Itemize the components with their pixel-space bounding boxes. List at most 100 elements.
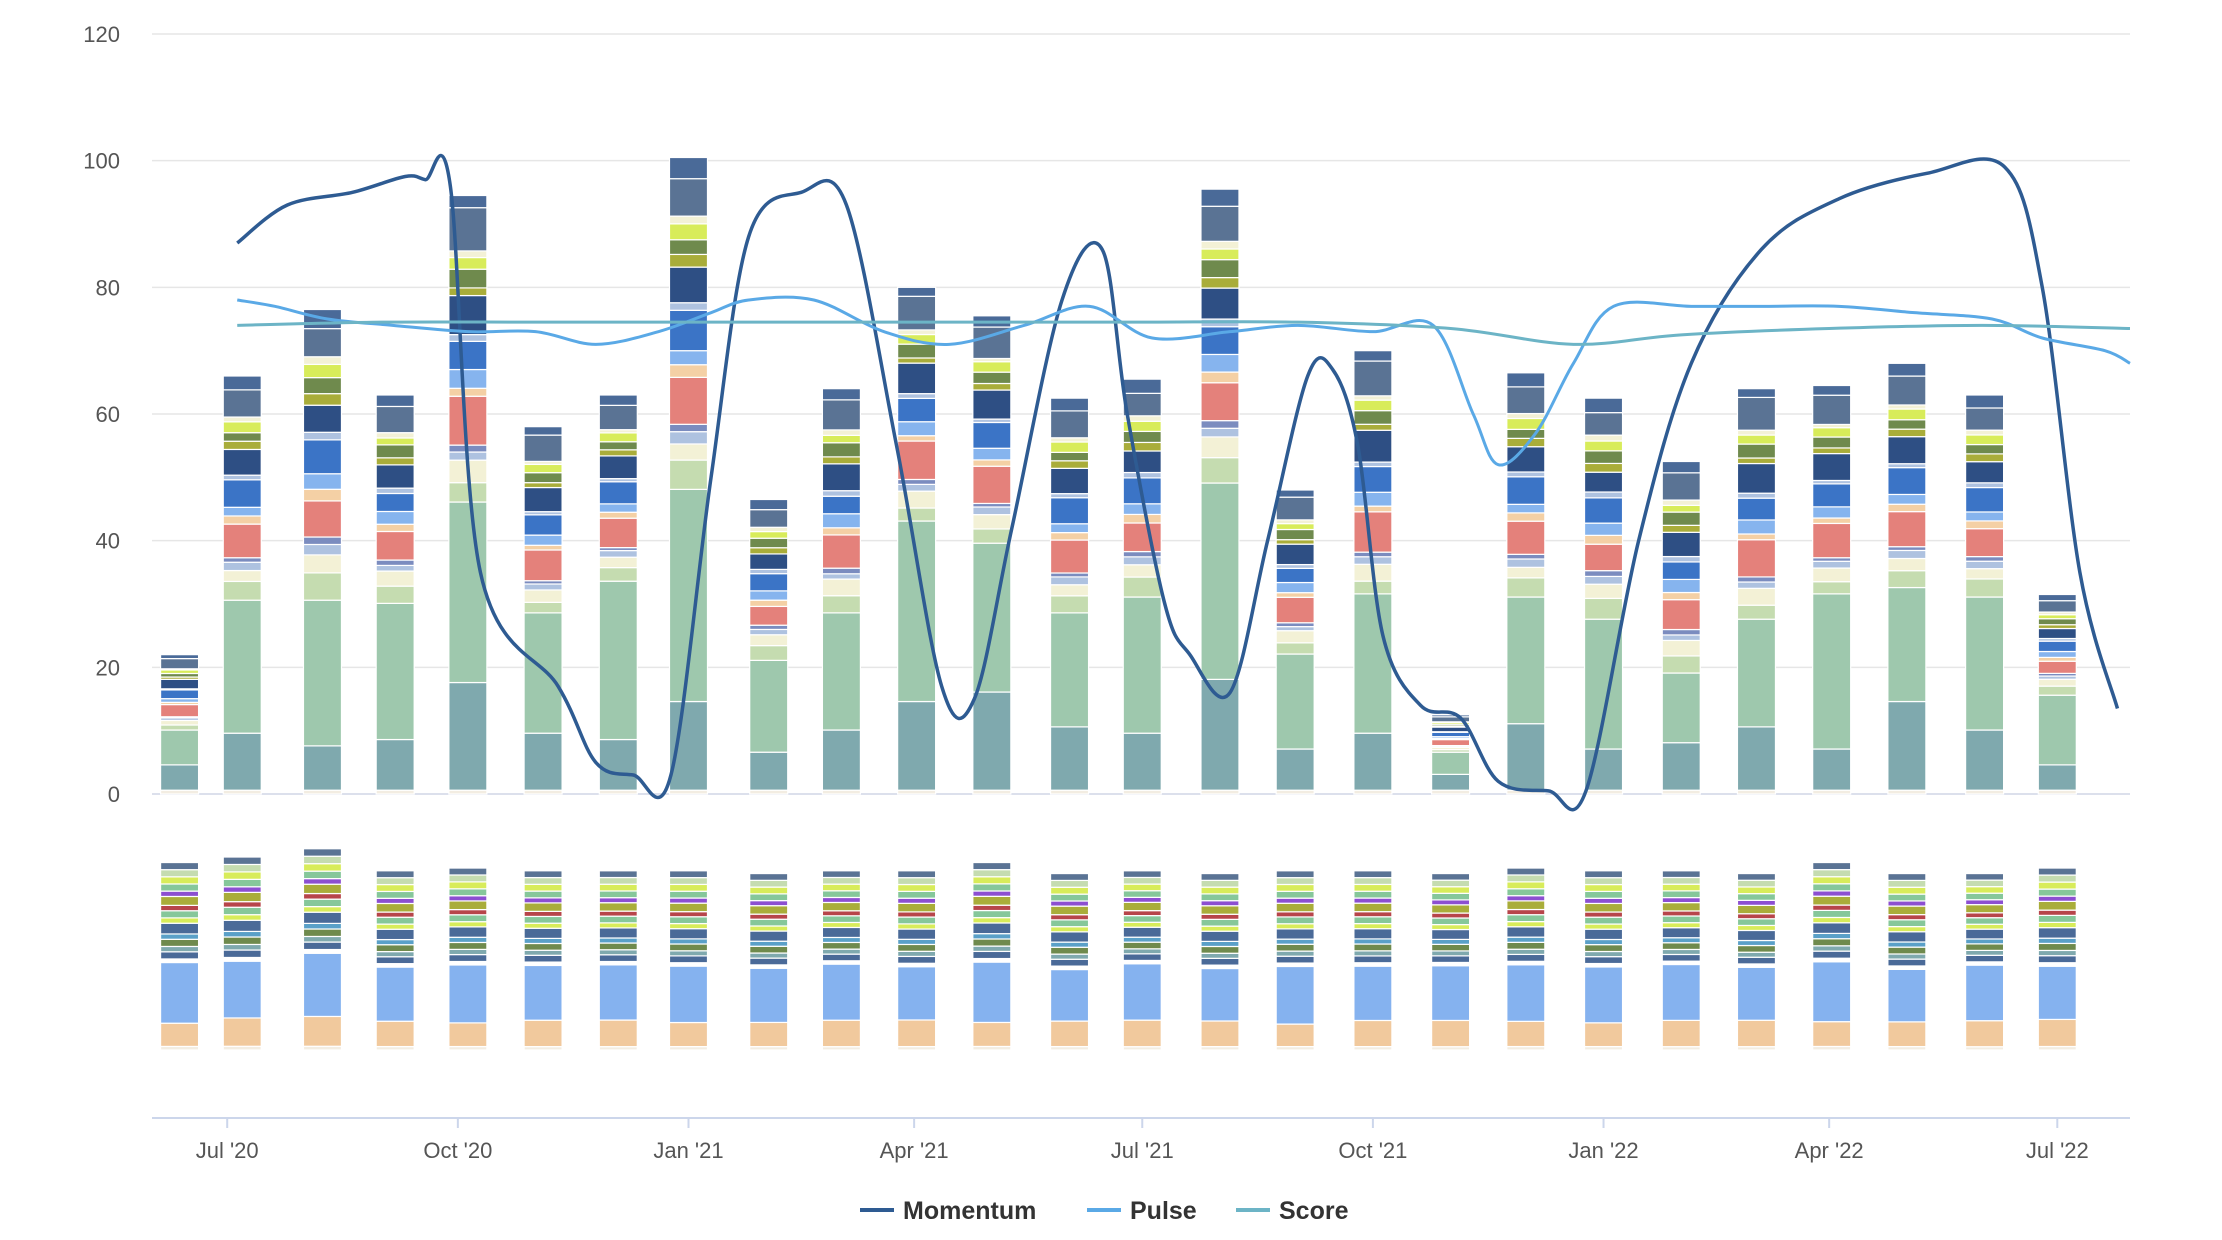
bar-segment xyxy=(1583,575,1624,585)
bar-segment xyxy=(1200,205,1240,242)
lower-bar-segment xyxy=(448,964,488,1024)
bar-stack xyxy=(668,156,709,795)
bar-segment xyxy=(1661,591,1701,601)
bar-segment xyxy=(1887,362,1927,377)
bar-stack xyxy=(159,654,200,795)
lower-bar-segment xyxy=(302,855,343,865)
lower-bar-segment xyxy=(1812,961,1852,1023)
lower-bar-segment xyxy=(1812,922,1852,935)
bar-stack xyxy=(972,315,1012,795)
legend-item-score[interactable]: Score xyxy=(1236,1197,1349,1225)
lower-bar-segment xyxy=(1275,928,1315,940)
lower-bar-segment xyxy=(1275,916,1315,925)
legend-item-momentum[interactable]: Momentum xyxy=(860,1197,1036,1225)
lower-bar-segment xyxy=(1812,861,1852,871)
lower-bar-segment xyxy=(749,913,789,920)
legend-label-momentum[interactable]: Momentum xyxy=(903,1197,1036,1225)
bar-segment xyxy=(897,507,937,522)
lower-bar-segment xyxy=(1887,941,1927,948)
lower-bar-segment xyxy=(972,933,1012,940)
lower-bar-segment xyxy=(1275,902,1315,913)
bar-segment xyxy=(222,474,262,481)
lower-bar-segment xyxy=(1275,890,1315,899)
bar-segment xyxy=(821,388,862,401)
lower-bar-segment xyxy=(749,957,789,966)
bar-segment xyxy=(1200,259,1240,279)
lower-bar-segment xyxy=(821,901,862,912)
lower-bar-segment xyxy=(1506,941,1546,950)
lower-bar-segment xyxy=(448,926,488,938)
lower-bar-segment xyxy=(668,943,709,952)
bar-segment xyxy=(1275,630,1315,644)
y-axis-tick-labels: 0 20 40 60 80 100 120 xyxy=(83,22,120,807)
lower-bar-segment xyxy=(1887,1021,1927,1048)
bar-segment xyxy=(821,456,862,465)
bar-segment xyxy=(1506,553,1546,560)
bar-segment xyxy=(523,472,563,484)
lower-bar-segment xyxy=(1122,953,1162,962)
bar-segment xyxy=(1887,408,1927,421)
bar-segment xyxy=(897,421,937,437)
legend-item-pulse[interactable]: Pulse xyxy=(1087,1197,1197,1225)
bar-segment xyxy=(821,578,862,597)
bar-segment xyxy=(1200,420,1240,429)
bar-segment xyxy=(972,382,1012,391)
lower-bar-segment xyxy=(222,863,262,873)
bar-segment xyxy=(1506,412,1546,420)
lower-bar-segment xyxy=(668,928,709,940)
bar-segment xyxy=(1736,618,1777,728)
bar-segment xyxy=(1661,531,1701,558)
lower-bar-segment xyxy=(1506,948,1546,956)
bar-segment xyxy=(1275,581,1315,594)
lower-bar-segment xyxy=(302,935,343,943)
bar-segment xyxy=(668,266,709,304)
lower-bar-segment xyxy=(375,1020,415,1048)
bar-segment xyxy=(523,434,563,462)
bar-segment xyxy=(821,513,862,529)
bar-segment xyxy=(375,738,415,791)
bar-segment xyxy=(1736,388,1777,399)
lower-bar-segment xyxy=(598,954,638,963)
lower-bar-segment xyxy=(668,1021,709,1048)
lower-bar-segment xyxy=(749,879,789,888)
bar-segment xyxy=(1049,523,1090,534)
lower-bar-segment xyxy=(1122,915,1162,923)
bar-segment xyxy=(972,514,1012,530)
bar-segment xyxy=(375,487,415,495)
bar-segment xyxy=(749,526,789,533)
lower-bar-segment xyxy=(1661,876,1701,885)
bar-segment xyxy=(1506,503,1546,514)
bar-segment xyxy=(1275,496,1315,521)
bar-segment xyxy=(1736,581,1777,589)
bar-segment xyxy=(302,488,343,502)
lower-bar-segment xyxy=(302,941,343,951)
bar-segment xyxy=(749,530,789,539)
bar-segment xyxy=(222,416,262,423)
bar-segment xyxy=(523,482,563,489)
lower-bar-stack xyxy=(1200,872,1240,1051)
bar-segment xyxy=(1736,726,1777,791)
bar-segment xyxy=(749,628,789,636)
bar-segment xyxy=(749,509,789,528)
bar-segment xyxy=(1583,491,1624,499)
bar-segment xyxy=(1736,429,1777,436)
bar-segment xyxy=(749,553,789,570)
bar-segment xyxy=(1049,493,1090,499)
lower-bar-segment xyxy=(972,950,1012,960)
bar-segment xyxy=(598,481,638,505)
bar-segment xyxy=(1812,517,1852,525)
lower-bar-segment xyxy=(448,953,488,963)
bar-segment xyxy=(1736,497,1777,521)
lower-bar-segment xyxy=(1887,905,1927,916)
lower-bar-segment xyxy=(821,870,862,879)
lower-bar-segment xyxy=(448,914,488,923)
lower-bar-segment xyxy=(1122,901,1162,912)
bar-segment xyxy=(1506,723,1546,791)
lower-bar-segment xyxy=(1812,932,1852,940)
bar-segment xyxy=(1431,751,1471,775)
legend-label-pulse[interactable]: Pulse xyxy=(1130,1197,1197,1225)
legend-label-score[interactable]: Score xyxy=(1279,1197,1349,1225)
lower-bar-segment xyxy=(1661,901,1701,912)
bar-segment xyxy=(1661,499,1701,507)
